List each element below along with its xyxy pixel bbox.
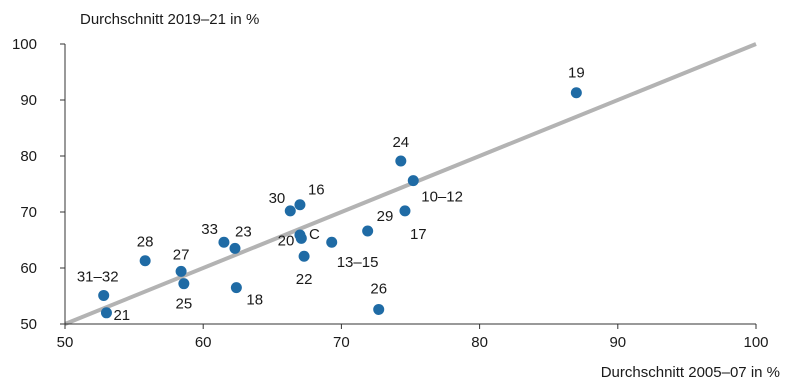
y-tick-label: 90 [20,92,37,109]
data-point [294,199,306,211]
point-label: 22 [296,271,313,288]
data-point [100,307,112,319]
data-point [407,175,419,187]
point-label: 18 [246,292,263,309]
data-point [295,232,307,244]
point-label: C [309,226,320,243]
point-labels: 19 24 10–12 17 29 16 30 C 20 13–15 22 33 23 18 26 28 27 2… [77,65,585,324]
data-points [98,87,582,319]
x-tick-label: 70 [333,334,350,351]
data-point [298,250,310,262]
point-label: 10–12 [421,189,463,206]
point-label: 16 [308,182,325,199]
x-axis-title: Durchschnitt 2005–07 in % [601,364,780,380]
y-tick-label: 80 [20,148,37,165]
x-axis-ticks: 50 60 70 80 90 100 [57,324,769,351]
y-tick-label: 70 [20,204,37,221]
point-label: 25 [176,296,193,313]
data-point [395,155,407,167]
x-tick-label: 100 [743,334,768,351]
y-tick-label: 100 [12,36,37,53]
data-point [373,303,385,315]
point-label: 19 [568,65,585,82]
x-tick-label: 80 [471,334,488,351]
data-point [326,236,338,248]
point-label: 13–15 [337,254,379,271]
y-axis-ticks: 50 60 70 80 90 100 [12,36,65,333]
data-point [139,255,151,267]
y-axis-title: Durchschnitt 2019–21 in % [80,11,259,28]
point-label: 33 [201,221,218,238]
data-point [230,282,242,294]
data-point [229,242,241,254]
data-point [218,236,230,248]
data-point [175,265,187,277]
data-point [399,205,411,217]
data-point [98,289,110,301]
data-point [362,225,374,237]
x-tick-label: 50 [57,334,74,351]
point-label: 28 [137,234,154,251]
y-tick-label: 50 [20,316,37,333]
x-tick-label: 60 [195,334,212,351]
point-label: 21 [113,307,130,324]
point-label: 17 [410,226,427,243]
data-point [570,87,582,99]
point-label: 24 [392,134,409,151]
data-point [178,278,190,290]
point-label: 31–32 [77,268,119,285]
point-label: 26 [370,280,387,297]
point-label: 23 [235,223,252,240]
point-label: 30 [269,190,286,207]
data-point [284,205,296,217]
point-label: 29 [377,208,394,225]
y-tick-label: 60 [20,260,37,277]
point-label: 20 [278,232,295,249]
point-label: 27 [173,246,190,263]
x-tick-label: 90 [609,334,626,351]
